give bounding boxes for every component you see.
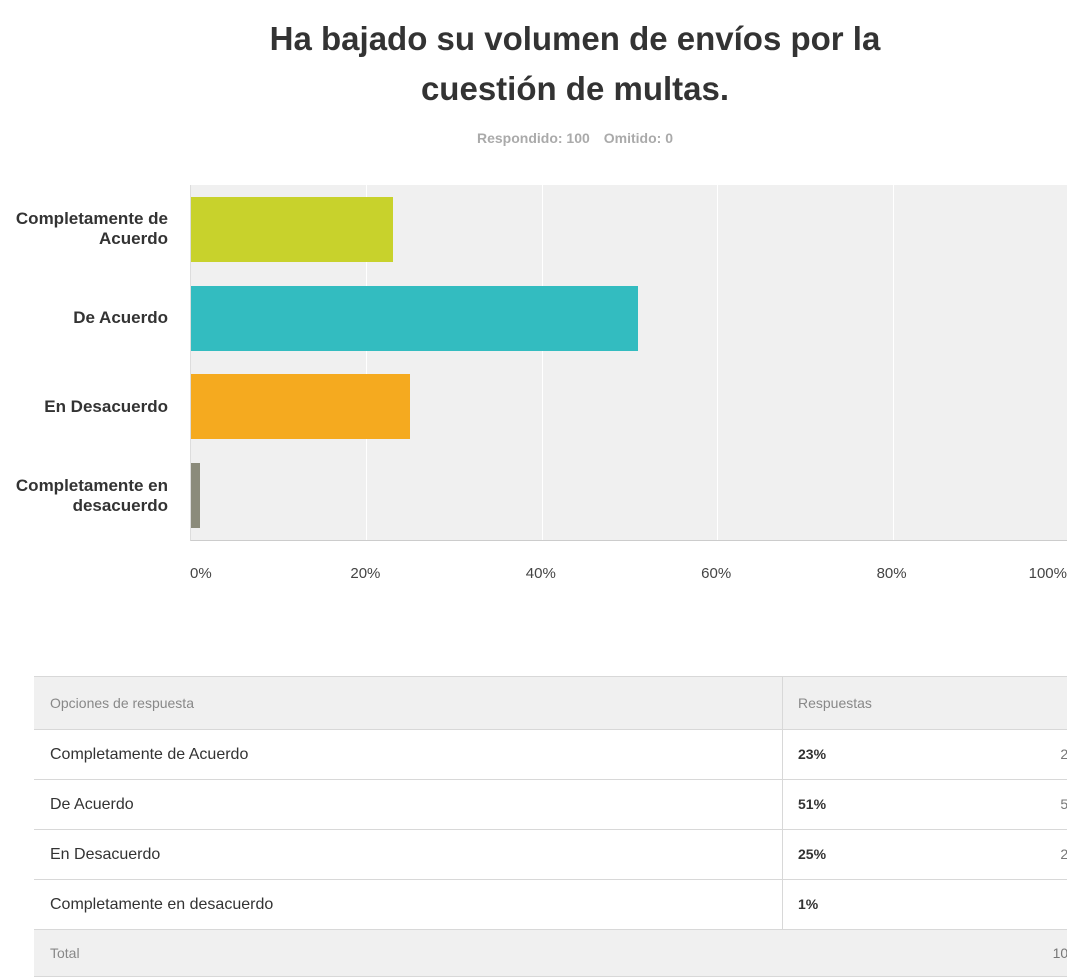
skipped: Omitido: 0 — [603, 130, 674, 146]
x-tick-label: 80% — [876, 565, 907, 582]
x-tick-label: 100% — [1028, 565, 1067, 582]
grid-line — [892, 185, 894, 540]
grid-line — [366, 185, 368, 540]
table-cell: 51% — [798, 796, 827, 812]
table-row: En Desacuerdo 25% 25 — [34, 830, 1067, 880]
table-cell: 25% — [798, 846, 827, 862]
column-divider — [782, 677, 783, 729]
y-tick-label: Completamente de Acuerdo — [15, 209, 168, 249]
column-divider — [782, 730, 783, 779]
table-cell: Completamente de Acuerdo — [50, 746, 249, 763]
table-row: De Acuerdo 51% 51 — [34, 780, 1067, 830]
column-divider — [782, 830, 783, 879]
plot-area — [190, 185, 1067, 541]
header-cell: Respuestas — [798, 695, 872, 711]
table-cell: 51 — [1060, 796, 1067, 812]
x-tick-label: 20% — [350, 565, 381, 582]
table-cell: De Acuerdo — [50, 796, 134, 813]
chart-title: Ha bajado su volumen de envíos por la cu… — [269, 20, 881, 107]
grid-line — [541, 185, 543, 540]
column-divider — [782, 780, 783, 829]
bar — [191, 196, 393, 262]
table-cell: 23 — [1060, 746, 1067, 762]
table: Opciones de respuesta Respuestas Completam… — [34, 676, 1067, 977]
column-divider — [782, 880, 783, 929]
table-cell: 100 — [1052, 945, 1067, 961]
y-tick-label: De Acuerdo — [73, 308, 168, 328]
bar — [191, 285, 639, 351]
x-tick-label: 40% — [525, 565, 556, 582]
bar — [191, 374, 411, 440]
table-cell: Completamente en desacuerdo — [50, 896, 274, 913]
x-tick-label: 0% — [190, 565, 212, 582]
x-tick-label: 60% — [701, 565, 732, 582]
y-tick-label: En Desacuerdo — [44, 396, 168, 416]
table-cell: 25 — [1060, 846, 1067, 862]
subtitle: Respondido: 100 Omitido: 0 — [0, 130, 1067, 146]
table-cell: Total — [50, 945, 80, 961]
table-cell: 1% — [798, 896, 819, 912]
bar — [191, 463, 200, 529]
answered: Respondido: 100 — [476, 130, 590, 146]
table-total: Total 100 — [34, 930, 1067, 977]
grid-line — [717, 185, 719, 540]
table-cell: 23% — [798, 746, 827, 762]
table-header: Opciones de respuesta Respuestas — [34, 676, 1067, 730]
header-cell: Opciones de respuesta — [50, 695, 194, 711]
table-row: Completamente de Acuerdo 23% 23 — [34, 730, 1067, 780]
table-cell: En Desacuerdo — [50, 846, 161, 863]
y-tick-label: Completamente en desacuerdo — [15, 475, 168, 515]
